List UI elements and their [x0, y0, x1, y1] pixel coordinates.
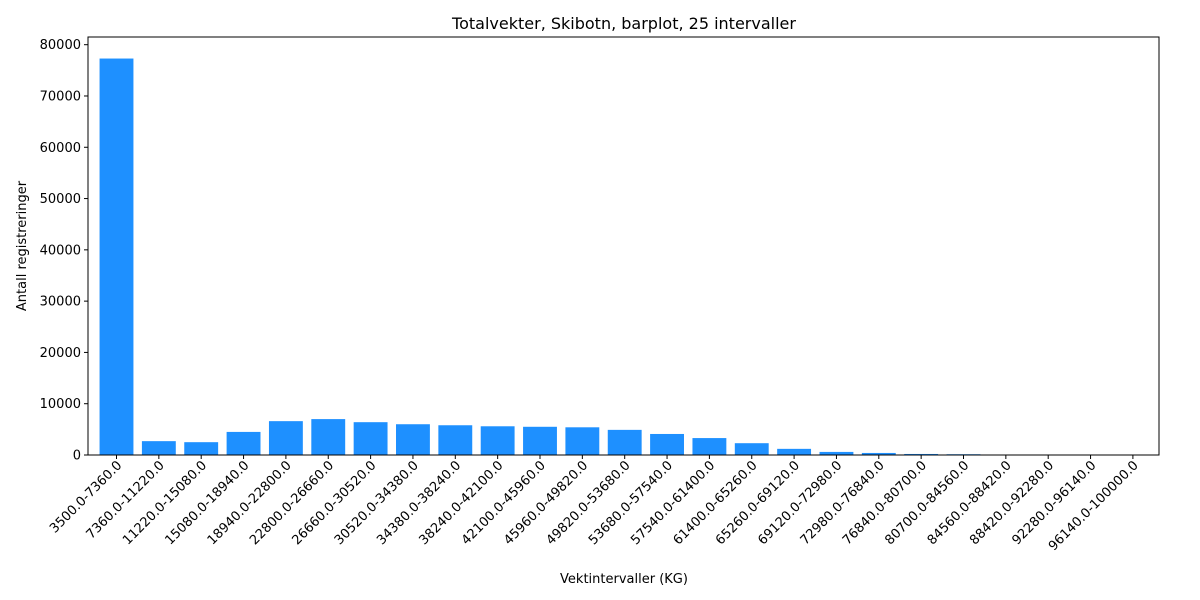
bar-76840.0-80700.0 [904, 453, 939, 455]
bar-57540.0-61400.0 [692, 438, 727, 455]
bar-69120.0-72980.0 [819, 451, 854, 455]
x-tick-label: 3500.0-7360.0 [47, 458, 125, 536]
y-tick-label: 20000 [40, 346, 81, 361]
y-tick-label: 70000 [40, 89, 81, 104]
bar-65260.0-69120.0 [777, 448, 812, 455]
bar-42100.0-45960.0 [523, 426, 557, 455]
bar-72980.0-76840.0 [861, 452, 896, 455]
bar-49820.0-53680.0 [607, 429, 642, 455]
bar-53680.0-57540.0 [650, 433, 684, 455]
bar-34380.0-38240.0 [438, 425, 473, 455]
bar-7360.0-11220.0 [141, 441, 176, 455]
y-tick-label: 0 [73, 449, 81, 464]
bar-30520.0-34380.0 [396, 424, 430, 455]
y-axis-label: Antall registreringer [15, 180, 30, 311]
y-tick-label: 50000 [40, 192, 81, 207]
bar-61400.0-65260.0 [734, 443, 769, 455]
x-tick-label: 7360.0-11220.0 [84, 458, 168, 542]
bars [99, 58, 1150, 455]
y-axis: 0 10000 20000 30000 40000 50000 60000 70000 8000… [40, 38, 88, 464]
x-axis-label: Vektintervaller (KG) [560, 572, 688, 587]
bar-26660.0-30520.0 [353, 422, 388, 455]
bar-22800.0-26660.0 [311, 419, 346, 455]
y-tick-label: 40000 [40, 243, 81, 258]
bar-15080.0-18940.0 [226, 431, 261, 455]
plot-frame [87, 36, 1160, 456]
bar-3500.0-7360.0 [99, 58, 134, 455]
chart-title: Totalvekter, Skibotn, barplot, 25 interv… [451, 14, 796, 33]
bar-11220.0-15080.0 [184, 442, 219, 455]
bar-45960.0-49820.0 [565, 427, 600, 455]
y-tick-label: 30000 [40, 295, 81, 310]
bar-38240.0-42100.0 [480, 426, 515, 455]
y-tick-label: 60000 [40, 141, 81, 156]
x-axis: 3500.0-7360.07360.0-11220.011220.0-15080… [47, 455, 1142, 554]
y-tick-label: 10000 [40, 397, 81, 412]
bar-18940.0-22800.0 [268, 421, 303, 455]
y-tick-label: 80000 [40, 38, 81, 53]
